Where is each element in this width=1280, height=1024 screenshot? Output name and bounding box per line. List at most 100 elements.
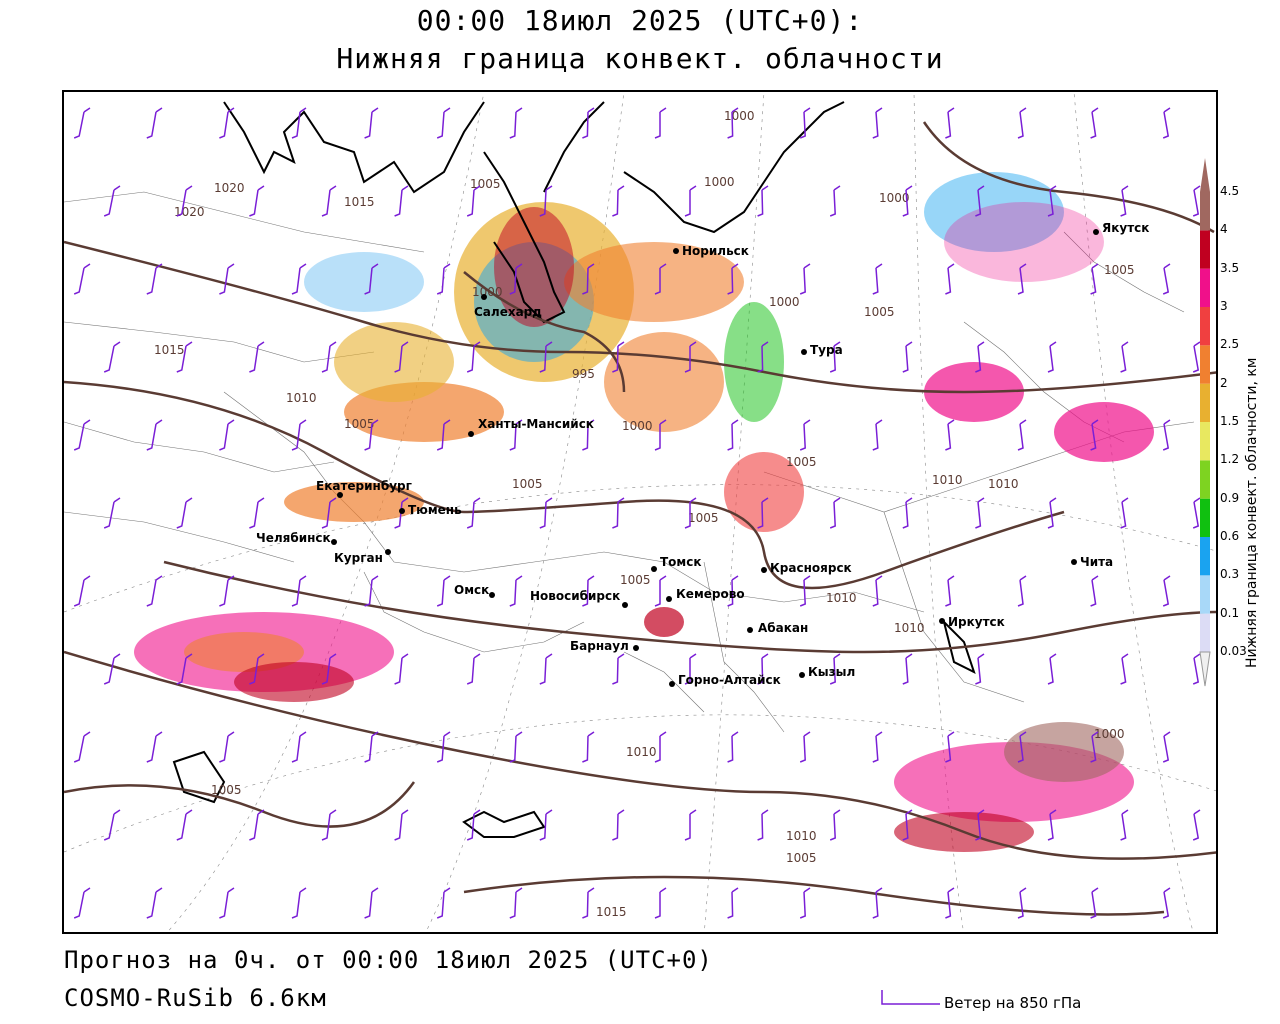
wind-barb: [872, 731, 883, 763]
isobar-label: 1000: [879, 191, 910, 205]
isobar-label: 1005: [211, 783, 242, 797]
wind-barb: [902, 497, 913, 529]
wind-barb: [902, 341, 913, 373]
wind-barb: [1090, 419, 1099, 451]
wind-barb: [364, 263, 379, 295]
wind-barb: [945, 263, 955, 295]
wind-barb: [612, 653, 625, 685]
wind-barb: [509, 731, 523, 763]
colorbar-bottom-arrow: [1199, 651, 1211, 687]
isobar-label: 1005: [864, 305, 895, 319]
wind-barb: [466, 185, 481, 217]
isobar-label: 1020: [214, 181, 245, 195]
wind-barb: [612, 809, 625, 841]
wind-barb: [1162, 107, 1171, 139]
colorbar-tick-label: 0.1: [1220, 605, 1240, 620]
city-tura: Тура: [801, 343, 843, 357]
wind-legend: Ветер на 850 гПа: [878, 988, 1138, 1018]
svg-text:Новосибирск: Новосибирск: [530, 589, 620, 603]
wind-barb: [394, 653, 409, 685]
colorbar-top-arrow: [1200, 158, 1210, 192]
wind-barb: [1017, 731, 1027, 763]
wind-barb: [1120, 809, 1129, 841]
wind-barb: [321, 185, 337, 217]
wind-barb: [219, 107, 235, 139]
wind-barb: [975, 653, 985, 685]
city-kyzyl: Кызыл: [799, 665, 855, 679]
wind-barb: [249, 809, 265, 841]
wind-barb: [73, 419, 91, 451]
wind-barb: [1162, 263, 1171, 295]
wind-barb: [1192, 185, 1201, 217]
wind-barb: [394, 341, 409, 373]
wind-barb: [219, 887, 235, 919]
wind-barb: [103, 185, 121, 217]
forecast-map: 1000 1000 1000 1005 1015 1020 1020 1015 …: [62, 90, 1218, 934]
city-krasnoyarsk: Красноярск: [761, 561, 852, 575]
isobar-label: 1005: [620, 573, 651, 587]
wind-barb: [829, 497, 841, 529]
wind-barb: [146, 107, 163, 139]
wind-barb: [73, 731, 91, 763]
colorbar-tick-label: 4.5: [1220, 184, 1240, 198]
wind-barb: [1047, 185, 1057, 217]
wind-barb: [364, 419, 379, 451]
city-chita: Чита: [1071, 555, 1113, 569]
colorbar-swatch: [1200, 268, 1210, 307]
wind-barb: [291, 887, 307, 919]
city-kurgan: Курган: [334, 549, 391, 565]
wind-barb: [1090, 887, 1099, 919]
wind-barb: [757, 497, 769, 529]
wind-barb: [291, 263, 307, 295]
wind-barb: [176, 653, 193, 685]
isobar-label: 1005: [512, 477, 543, 491]
wind-barb: [466, 497, 481, 529]
wind-barb: [945, 731, 955, 763]
wind-barb: [466, 653, 481, 685]
wind-barb: [1192, 497, 1201, 529]
wind-barb: [975, 497, 985, 529]
city-tyumen: Тюмень: [399, 503, 462, 517]
wind-barb: [394, 809, 409, 841]
colorbar-tick-label: 0.3: [1220, 567, 1240, 582]
isobar-label: 1010: [894, 621, 925, 635]
wind-barb: [1192, 809, 1201, 841]
wind-barb: [291, 731, 307, 763]
wind-barb: [902, 809, 913, 841]
wind-barb: [654, 107, 667, 139]
wind-barb: [466, 341, 481, 373]
wind-barb: [757, 341, 769, 373]
wind-barb: [1017, 263, 1027, 295]
wind-barb: [654, 419, 667, 451]
wind-barb: [799, 575, 811, 607]
wind-barb: [1162, 419, 1171, 451]
colorbar-swatch: [1200, 422, 1210, 461]
wind-barb: [219, 419, 235, 451]
wind-barb: [73, 263, 91, 295]
wind-barb: [436, 887, 451, 919]
colorbar-swatch: [1200, 345, 1210, 384]
wind-barb: [684, 341, 697, 373]
wind-barb: [872, 575, 883, 607]
wind-barb: [176, 341, 193, 373]
wind-barb: [829, 341, 841, 373]
colorbar-tick-label: 0.6: [1220, 529, 1240, 543]
wind-barb: [176, 809, 193, 841]
isobar-label: 1005: [688, 511, 719, 525]
wind-barb: [1162, 731, 1171, 763]
isobar-label: 1005: [786, 851, 817, 865]
wind-barb: [582, 419, 595, 451]
wind-barb: [509, 263, 523, 295]
svg-text:Тюмень: Тюмень: [408, 503, 462, 517]
isobar-labels: 1000 1000 1000 1005 1015 1020 1020 1015 …: [154, 109, 1135, 919]
wind-barb: [73, 107, 91, 139]
wind-barb: [436, 263, 451, 295]
isobar-label: 1015: [344, 195, 375, 209]
svg-text:Абакан: Абакан: [758, 621, 808, 635]
wind-barb: [1047, 809, 1057, 841]
colorbar-tick-label: 0.03: [1220, 644, 1247, 658]
wind-barb: [654, 731, 667, 763]
wind-barb: [146, 419, 163, 451]
svg-text:Тура: Тура: [810, 343, 843, 357]
wind-barb: [872, 263, 883, 295]
